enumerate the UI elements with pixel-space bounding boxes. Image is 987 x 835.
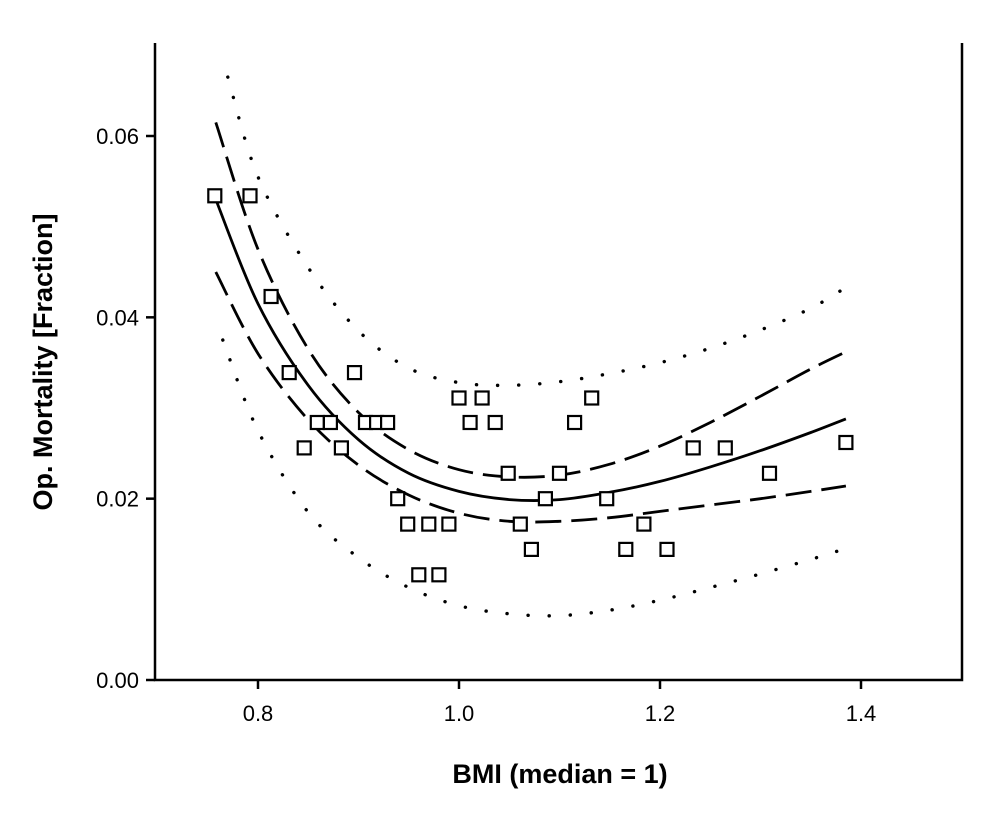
data-point bbox=[685, 440, 701, 456]
data-point bbox=[838, 434, 854, 451]
data-point bbox=[242, 188, 258, 204]
data-point bbox=[618, 541, 634, 558]
data-point bbox=[462, 414, 478, 431]
data-point bbox=[500, 465, 516, 481]
x-tick-label: 1.0 bbox=[444, 701, 475, 726]
data-point bbox=[487, 414, 503, 431]
fit-curve-dotted bbox=[221, 338, 848, 618]
x-tick-label: 0.8 bbox=[243, 701, 274, 726]
data-point bbox=[761, 465, 778, 481]
data-point bbox=[346, 365, 363, 381]
data-point bbox=[333, 440, 349, 456]
data-point bbox=[537, 491, 554, 507]
y-tick-label: 0.04 bbox=[96, 305, 139, 330]
x-axis-ticks: 0.8 1.0 1.2 1.4 bbox=[243, 680, 877, 726]
data-point bbox=[584, 390, 600, 406]
data-point bbox=[451, 390, 467, 406]
data-point bbox=[390, 491, 406, 507]
data-point bbox=[281, 365, 297, 381]
data-point bbox=[322, 414, 338, 431]
data-point bbox=[421, 516, 437, 532]
data-point bbox=[717, 440, 733, 456]
x-tick-label: 1.2 bbox=[645, 701, 676, 726]
data-point bbox=[523, 541, 540, 558]
data-point bbox=[411, 567, 427, 583]
fit-curve-dashed bbox=[214, 271, 847, 524]
data-point bbox=[207, 188, 223, 204]
data-point bbox=[636, 516, 652, 532]
data-point bbox=[309, 414, 325, 431]
data-point bbox=[474, 390, 490, 406]
y-tick-label: 0.00 bbox=[96, 668, 139, 693]
fit-curve-dotted bbox=[226, 75, 848, 388]
y-axis-ticks: 0.00 0.02 0.04 0.06 bbox=[96, 124, 155, 693]
x-axis-title: BMI (median = 1) bbox=[452, 759, 667, 789]
data-point bbox=[551, 465, 568, 481]
y-axis-title: Op. Mortality [Fraction] bbox=[28, 214, 58, 511]
axes bbox=[153, 43, 964, 682]
data-point bbox=[512, 516, 528, 532]
y-tick-label: 0.02 bbox=[96, 487, 139, 512]
data-point bbox=[400, 516, 416, 532]
data-point bbox=[431, 567, 447, 583]
data-point bbox=[599, 491, 615, 507]
x-tick-label: 1.4 bbox=[846, 701, 877, 726]
data-point bbox=[263, 288, 279, 305]
data-point bbox=[380, 414, 396, 431]
data-point bbox=[659, 541, 675, 558]
fit-curve-solid bbox=[214, 198, 847, 502]
data-points bbox=[207, 188, 854, 583]
data-point bbox=[566, 414, 583, 431]
data-point bbox=[296, 440, 312, 456]
data-point bbox=[441, 516, 457, 532]
y-tick-label: 0.06 bbox=[96, 124, 139, 149]
plot-frame bbox=[153, 43, 964, 682]
fit-curves bbox=[214, 75, 848, 618]
fit-curve-dashed bbox=[214, 121, 847, 479]
